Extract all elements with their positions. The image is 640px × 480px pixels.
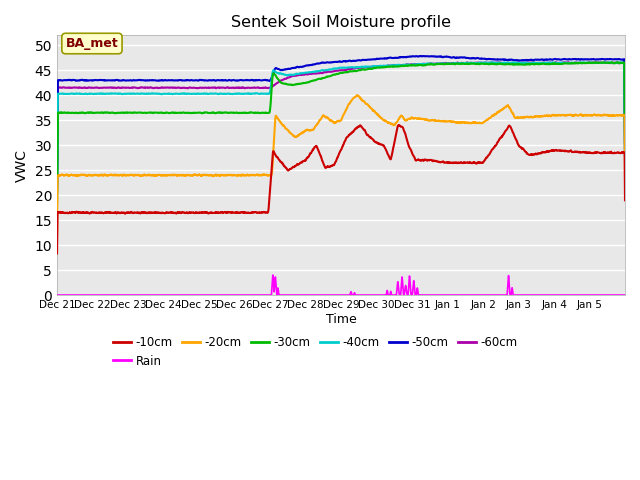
Legend: Rain: Rain	[108, 350, 166, 372]
Title: Sentek Soil Moisture profile: Sentek Soil Moisture profile	[231, 15, 451, 30]
Y-axis label: VWC: VWC	[15, 149, 29, 182]
Text: BA_met: BA_met	[65, 37, 118, 50]
X-axis label: Time: Time	[326, 312, 356, 325]
